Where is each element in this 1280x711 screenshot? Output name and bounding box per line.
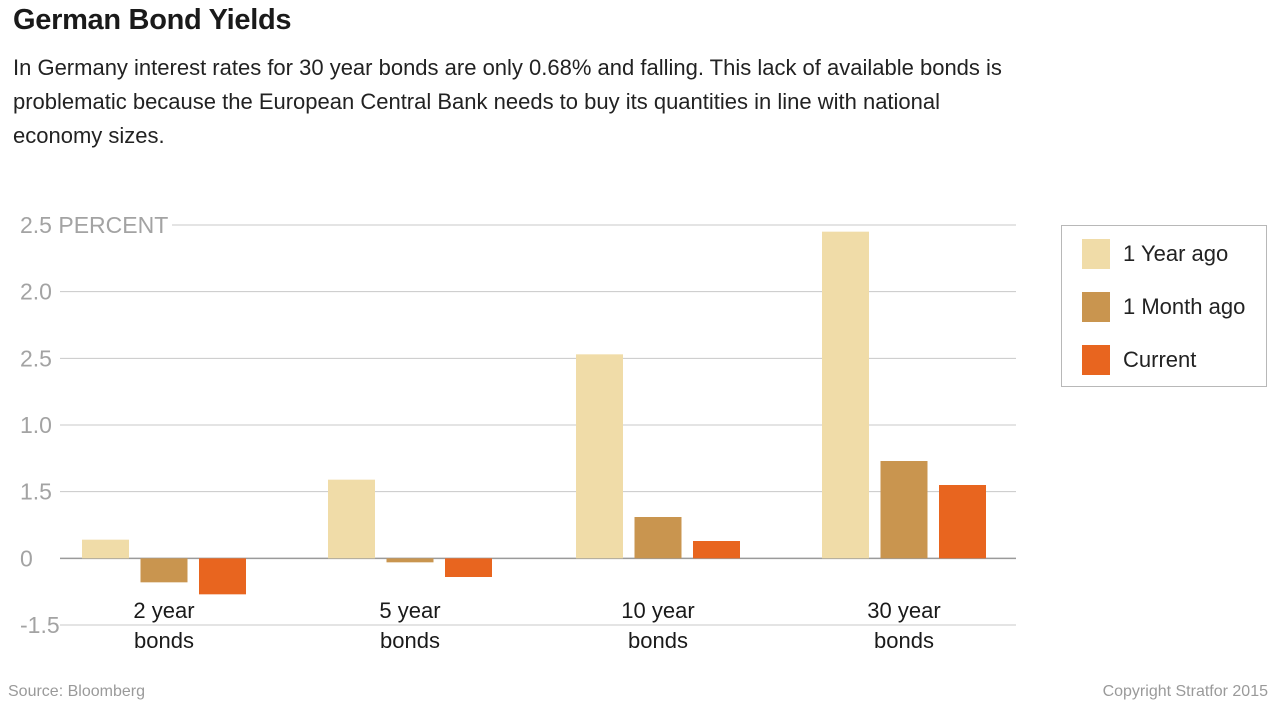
source-note: Source: Bloomberg: [8, 683, 145, 700]
x-category-label: bonds: [628, 628, 688, 653]
x-category-label: bonds: [874, 628, 934, 653]
legend-label: 1 Month ago: [1123, 294, 1246, 319]
legend-swatch-current: [1082, 345, 1110, 375]
bar-current: [199, 558, 246, 595]
legend-label: Current: [1123, 347, 1197, 372]
legend-swatch-1-year-ago: [1082, 239, 1110, 269]
bar-1-year-ago: [328, 479, 375, 559]
bar-current: [693, 541, 740, 559]
bar-1-year-ago: [822, 231, 869, 559]
legend-swatch-1-month-ago: [1082, 292, 1110, 322]
legend-item-current: Current: [1082, 345, 1196, 375]
bar-1-month-ago: [386, 558, 434, 563]
legend-item-1-month-ago: 1 Month ago: [1082, 292, 1245, 322]
x-category-label: 10 year: [621, 598, 694, 623]
copyright-note: Copyright Stratfor 2015: [1102, 683, 1268, 700]
y-tick-label: 1.0: [20, 412, 52, 438]
x-category-label: bonds: [380, 628, 440, 653]
bar-1-month-ago: [140, 558, 188, 583]
x-category-label: 2 year: [133, 598, 194, 623]
x-category-label: bonds: [134, 628, 194, 653]
bar-current: [939, 485, 986, 559]
bar-1-month-ago: [880, 461, 928, 559]
y-tick-label: 2.5 PERCENT: [20, 212, 168, 238]
y-tick-label: 2.5: [20, 345, 52, 371]
legend-item-1-year-ago: 1 Year ago: [1082, 239, 1228, 269]
legend-label: 1 Year ago: [1123, 241, 1229, 266]
page-title: German Bond Yields: [13, 4, 292, 36]
bar-1-month-ago: [634, 517, 682, 559]
y-axis-ticks: -1.5 0 1.5 1.0 2.5 2.0 2.5 PERCENT: [20, 212, 168, 638]
x-axis-categories: 2 year bonds 5 year bonds 10 year bonds 30 yea…: [133, 598, 940, 653]
bar-current: [445, 558, 492, 577]
x-category-label: 5 year: [379, 598, 440, 623]
legend: 1 Year ago 1 Month ago Current: [1061, 225, 1267, 387]
bars: [82, 231, 986, 595]
chart-subtitle: In Germany interest rates for 30 year bo…: [13, 55, 1002, 148]
y-tick-label: 0: [20, 545, 33, 571]
bar-1-year-ago: [576, 354, 623, 559]
y-tick-label: 2.0: [20, 279, 52, 305]
y-tick-label: 1.5: [20, 479, 52, 505]
x-category-label: 30 year: [867, 598, 940, 623]
y-tick-label: -1.5: [20, 612, 60, 638]
bar-1-year-ago: [82, 539, 129, 559]
